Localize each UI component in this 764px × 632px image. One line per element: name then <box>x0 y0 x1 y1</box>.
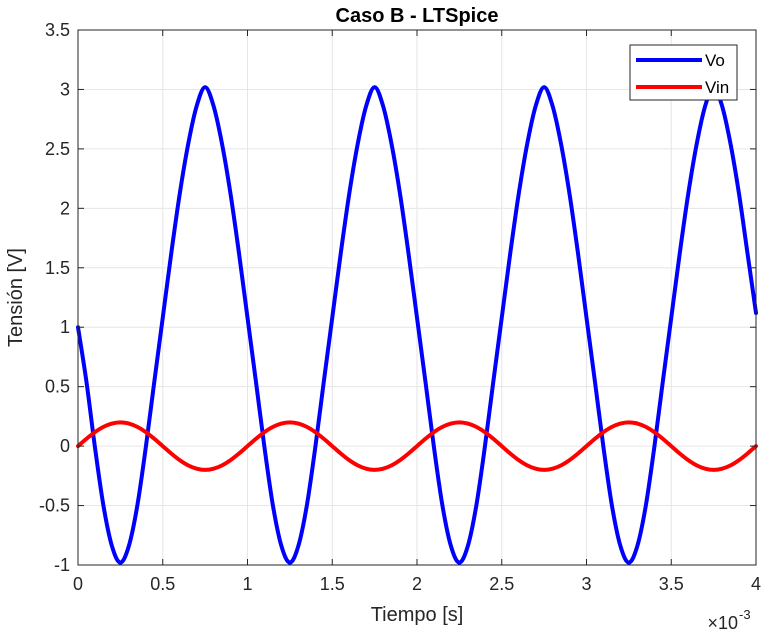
series-line-vo <box>76 85 758 565</box>
y-tick-label: 2.5 <box>45 139 70 159</box>
x-exponent-power: -3 <box>739 607 751 622</box>
y-tick-label: -1 <box>54 555 70 575</box>
x-axis-exponent: ×10 -3 <box>707 607 750 632</box>
y-tick-label: 0 <box>60 436 70 456</box>
x-tick-label: 3.5 <box>659 574 684 594</box>
x-tick-label: 1 <box>242 574 252 594</box>
series-layer <box>76 85 758 565</box>
y-tick-label: 1.5 <box>45 258 70 278</box>
y-tick-label: -0.5 <box>39 496 70 516</box>
y-tick-label: 2 <box>60 198 70 218</box>
x-tick-label: 0 <box>73 574 83 594</box>
chart-title: Caso B - LTSpice <box>336 5 499 27</box>
legend: Vo Vin <box>629 44 738 101</box>
ticks: 0 0.5 1 1.5 2 2.5 3 3.5 4 -1 -0.5 0 0.5 1 1.5 2 2.5 3 3.5 <box>39 20 761 594</box>
x-tick-label: 2 <box>412 574 422 594</box>
legend-label-vin: Vin <box>705 78 729 97</box>
x-tick-label: 2.5 <box>489 574 514 594</box>
y-axis-label: Tensión [V] <box>5 248 27 347</box>
y-tick-label: 1 <box>60 317 70 337</box>
x-tick-label: 1.5 <box>320 574 345 594</box>
y-tick-label: 3 <box>60 79 70 99</box>
series-line-vin <box>76 420 758 472</box>
legend-box <box>629 44 738 101</box>
y-tick-label: 3.5 <box>45 20 70 40</box>
legend-label-vo: Vo <box>705 51 725 70</box>
x-exponent-base: ×10 <box>707 613 738 632</box>
x-tick-label: 3 <box>581 574 591 594</box>
x-tick-label: 0.5 <box>150 574 175 594</box>
x-tick-label: 4 <box>751 574 761 594</box>
y-tick-label: 0.5 <box>45 377 70 397</box>
x-axis-label: Tiempo [s] <box>371 604 464 626</box>
